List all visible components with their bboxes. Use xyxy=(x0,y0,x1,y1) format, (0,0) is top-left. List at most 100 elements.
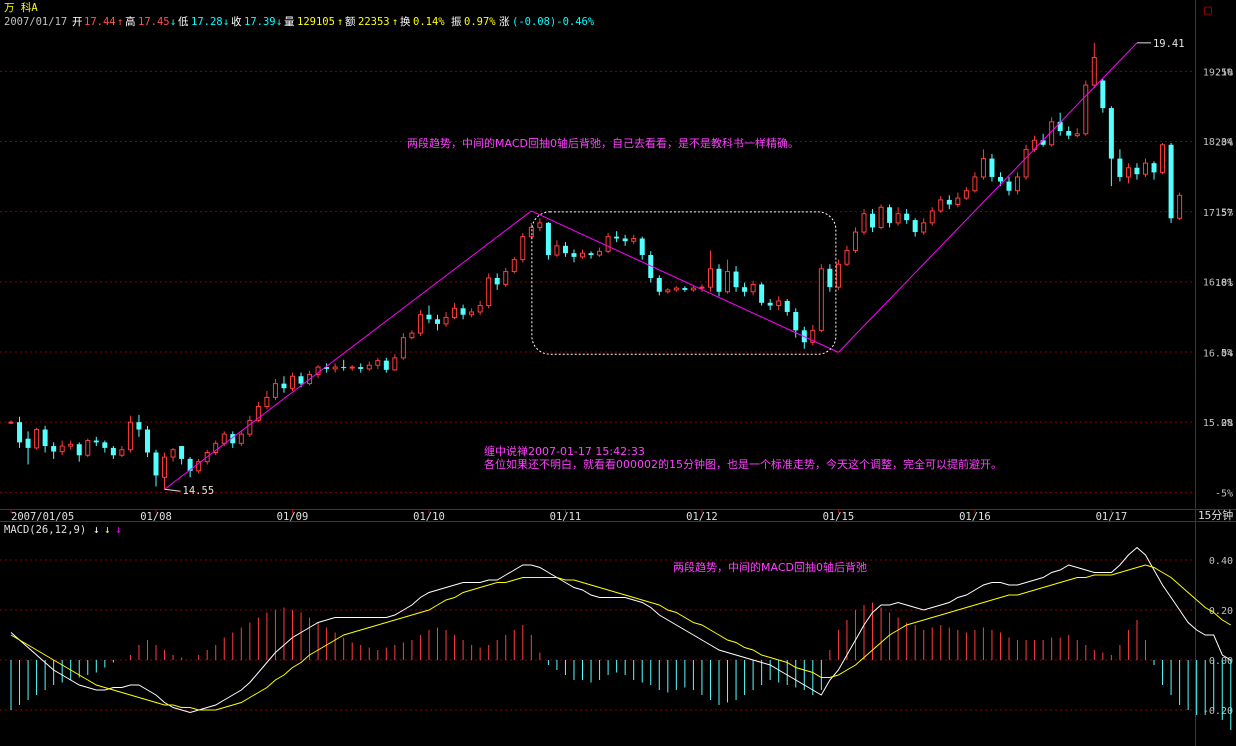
pct-tick-label: 25% xyxy=(1215,67,1233,78)
period-label[interactable]: 15分钟 xyxy=(1198,508,1233,522)
candle-body xyxy=(1160,144,1166,173)
candle xyxy=(759,282,765,306)
candle-body xyxy=(102,442,108,448)
candle-body xyxy=(392,357,398,371)
candle xyxy=(358,363,364,373)
candle-body xyxy=(443,316,449,325)
candle-body xyxy=(852,231,858,251)
macd-grid xyxy=(0,559,1195,711)
candle-body xyxy=(264,396,270,408)
candle-body xyxy=(272,383,278,398)
candle xyxy=(1125,163,1131,184)
candle-body xyxy=(1168,144,1174,219)
macd-annotation: 两段趋势，中间的MACD回抽0轴后背弛 xyxy=(673,560,867,574)
close-label: 收 xyxy=(231,15,242,28)
candle xyxy=(656,275,662,296)
candle xyxy=(68,440,74,450)
macd-axis: -0.20 0.00 0.20 0.40 xyxy=(1203,556,1233,717)
candle-body xyxy=(784,300,790,312)
candle xyxy=(255,401,261,423)
candle xyxy=(690,286,696,292)
candle xyxy=(810,324,816,346)
candle-body xyxy=(170,449,176,458)
candle-body xyxy=(938,199,944,212)
candle xyxy=(511,256,517,274)
amplitude-value: 0.97% xyxy=(464,16,496,28)
candlestick-series xyxy=(8,42,1183,490)
candle xyxy=(844,245,850,267)
candle xyxy=(818,264,824,333)
candle xyxy=(187,457,193,478)
date-tick-label: 01/08 xyxy=(140,511,172,523)
candle-body xyxy=(1151,163,1157,173)
candle xyxy=(324,363,330,373)
candle-body xyxy=(733,271,739,288)
candle xyxy=(1066,126,1072,140)
candle xyxy=(673,286,679,292)
candle xyxy=(110,446,116,459)
candle-body xyxy=(25,438,31,448)
candle xyxy=(1168,142,1174,223)
candle-body xyxy=(341,367,347,369)
candle-body xyxy=(435,319,440,324)
candle-body xyxy=(1100,80,1106,109)
candle xyxy=(776,296,782,311)
candle xyxy=(742,282,748,297)
candle-body xyxy=(68,443,74,447)
candle-body xyxy=(17,422,23,443)
macd-tick-label: -0.20 xyxy=(1203,706,1233,717)
candle xyxy=(938,196,944,213)
pct-tick-label: -5% xyxy=(1215,488,1233,499)
candle xyxy=(59,440,65,456)
candle xyxy=(895,207,901,226)
price-tick-label: 19.10 xyxy=(1203,67,1233,78)
candle xyxy=(588,251,594,259)
candle xyxy=(25,431,31,465)
pct-tick-label: 15% xyxy=(1215,208,1233,219)
candle xyxy=(955,192,961,208)
candle-body xyxy=(144,429,150,453)
candle xyxy=(341,359,347,371)
pct-tick-label: 10% xyxy=(1215,278,1233,289)
candle xyxy=(784,299,790,316)
candle xyxy=(597,247,603,257)
candle-body xyxy=(1006,181,1012,191)
macd-arrow-icon: ↓ xyxy=(115,523,122,536)
candle xyxy=(699,284,705,292)
candle xyxy=(963,187,969,200)
trend-line xyxy=(838,42,1138,353)
candle-body xyxy=(332,366,338,370)
candle xyxy=(946,195,952,210)
candle xyxy=(127,415,133,453)
candle-body xyxy=(1142,162,1148,175)
candle-body xyxy=(742,287,748,292)
window-icon[interactable]: □ xyxy=(1204,3,1212,18)
candle-body xyxy=(1015,176,1021,192)
candle xyxy=(750,280,756,296)
candle-body xyxy=(750,283,756,293)
dif-line xyxy=(10,546,1232,714)
candle xyxy=(733,266,739,292)
candle xyxy=(861,209,867,235)
candle-body xyxy=(503,271,509,285)
candle-body xyxy=(255,406,261,421)
candle-body xyxy=(213,442,219,453)
candle xyxy=(1057,112,1063,136)
candle-body xyxy=(1125,167,1131,178)
candle-body xyxy=(631,237,637,242)
candle xyxy=(835,259,841,290)
body-annotation: 各位如果还不明白，就看看000002的15分钟图，也是一个标准走势，今天这个调整… xyxy=(484,457,1002,471)
candle xyxy=(639,236,645,260)
macd-histogram xyxy=(10,602,1232,730)
macd-title: MACD(26,12,9) xyxy=(4,524,86,536)
candle xyxy=(1091,42,1097,88)
candle-body xyxy=(614,236,620,239)
trend-line xyxy=(164,210,532,490)
pct-tick-label: 20% xyxy=(1215,137,1233,148)
candle-body xyxy=(665,289,671,293)
price-tick-label: 18.34 xyxy=(1203,137,1233,148)
dea-line xyxy=(10,564,1232,711)
candle xyxy=(281,376,287,393)
